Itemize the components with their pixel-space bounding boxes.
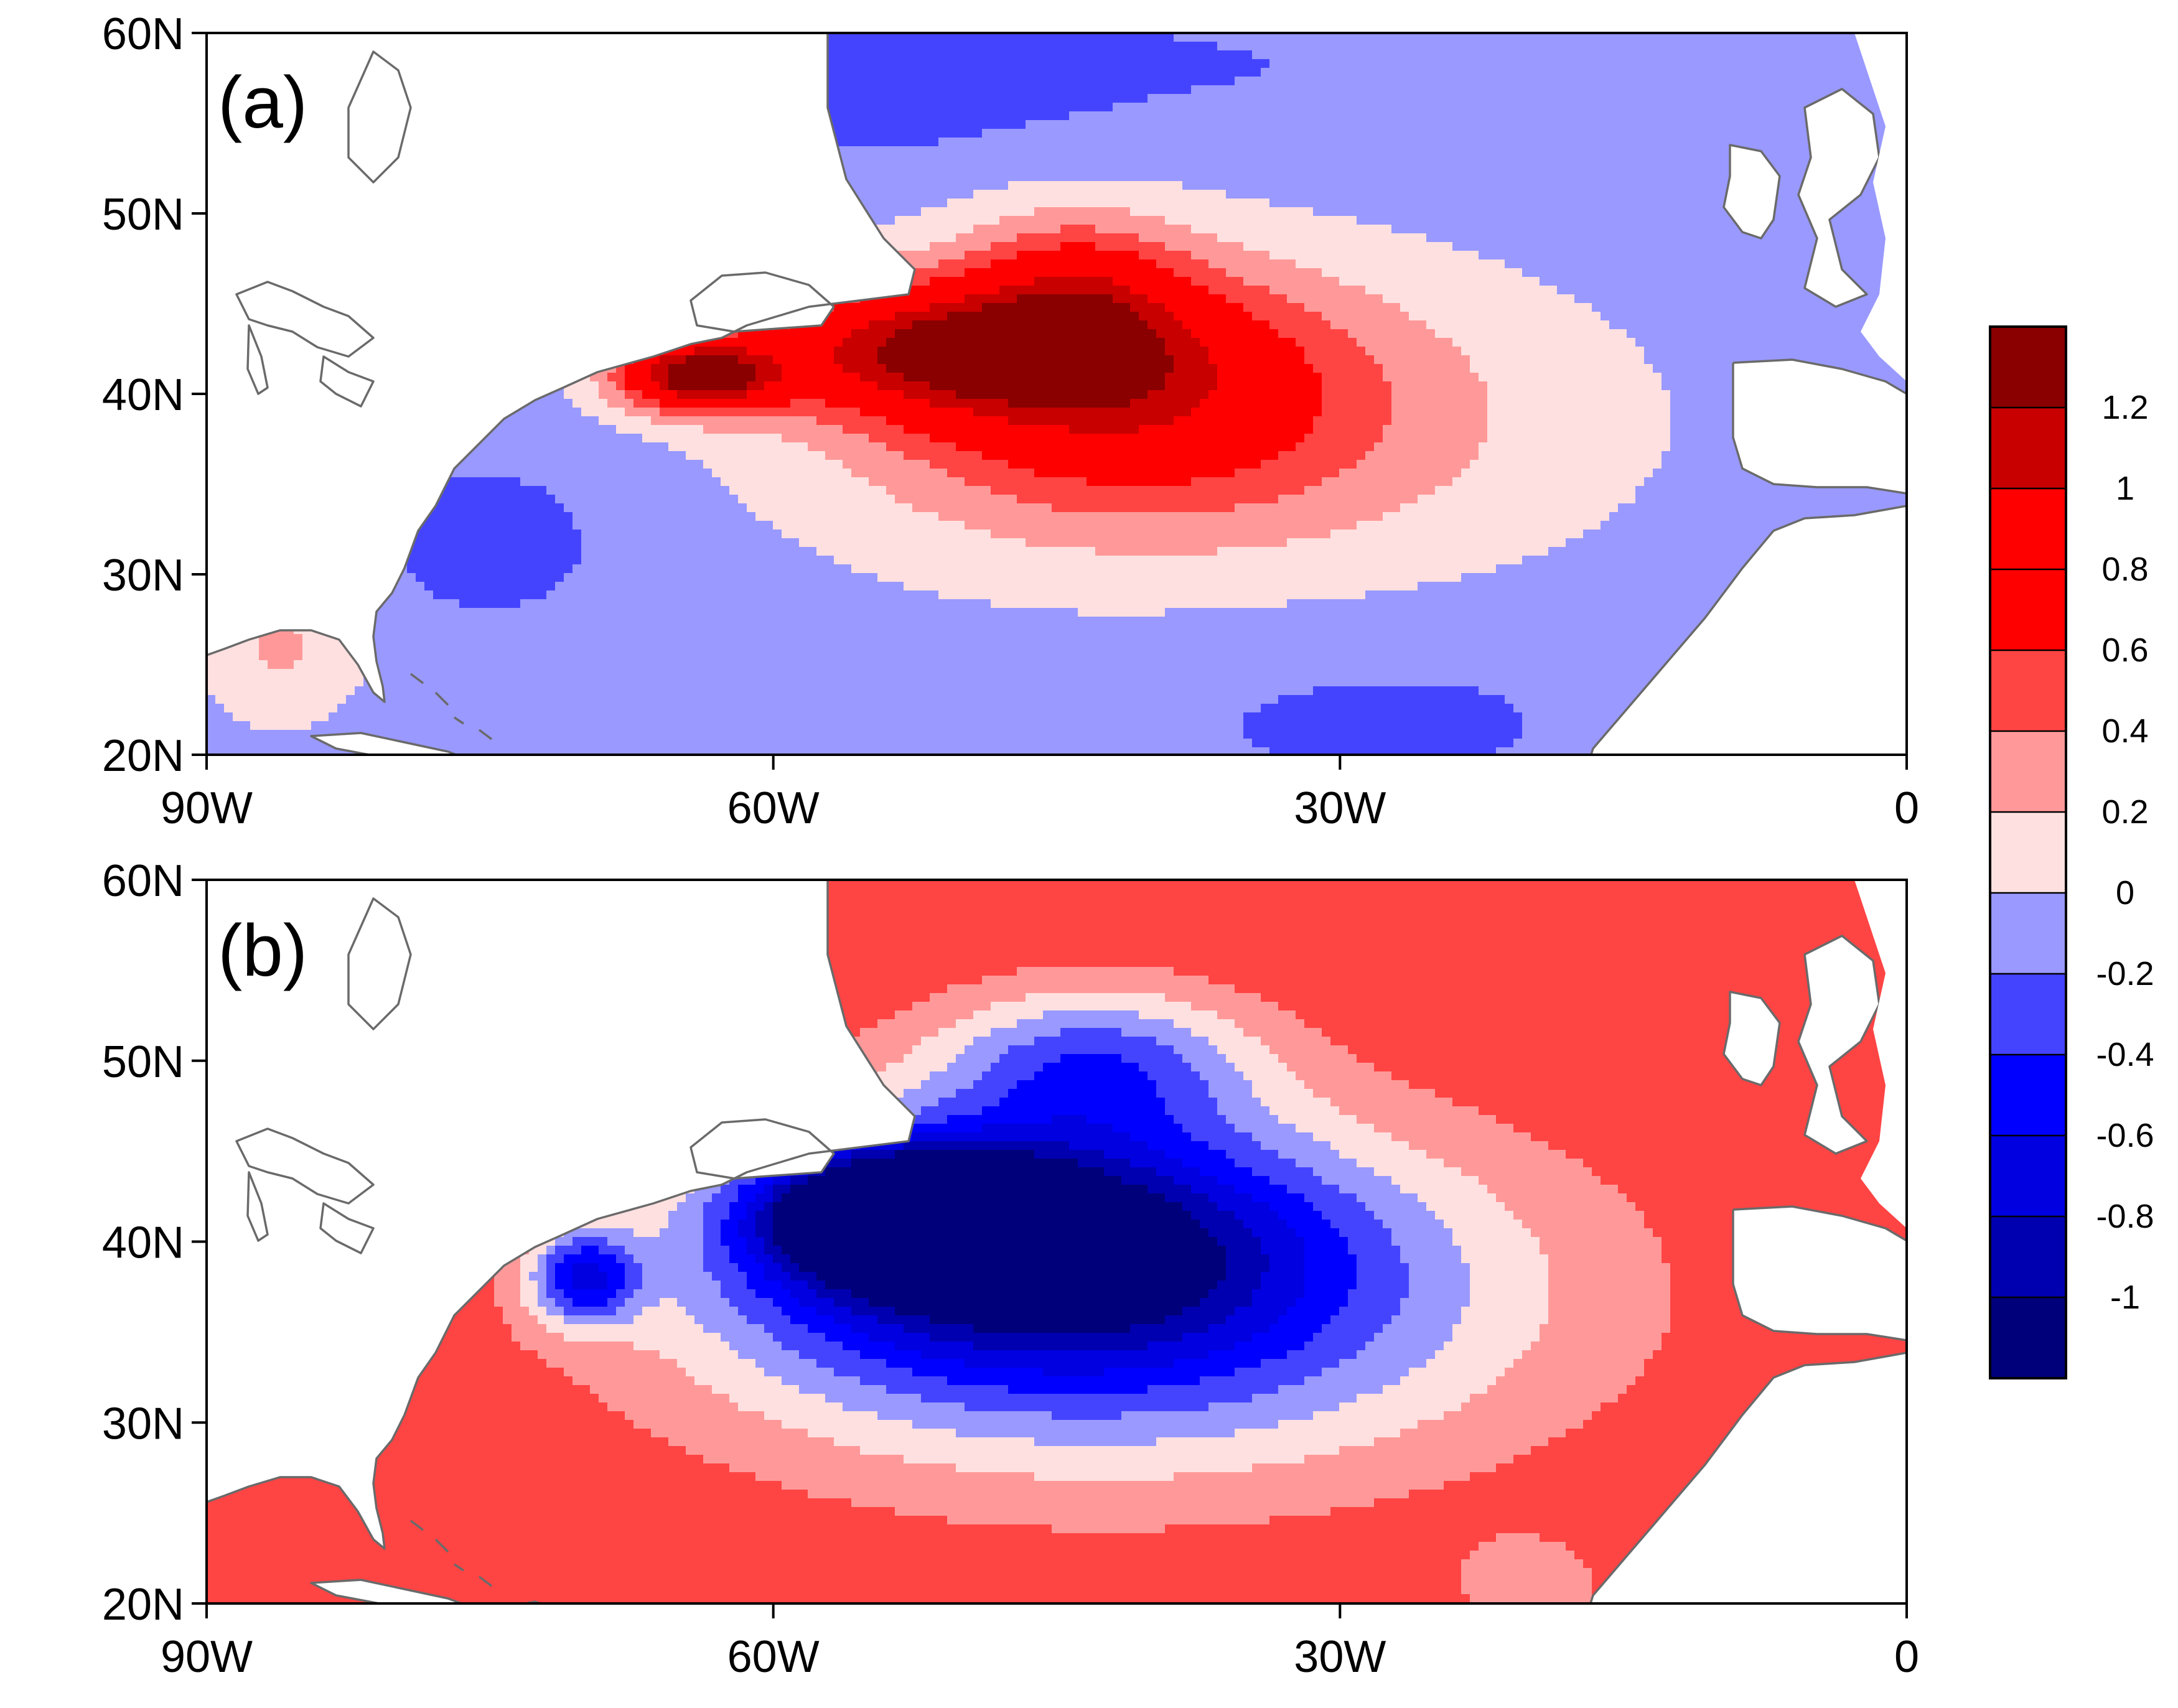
colorbar-swatch — [1990, 893, 2066, 974]
y-tick-label: 50N — [102, 1037, 184, 1087]
x-tick-label: 60W — [727, 783, 820, 833]
colorbar-frame — [1989, 325, 2067, 1379]
y-tick-label: 20N — [102, 1580, 184, 1630]
colorbar-swatch — [1990, 731, 2066, 813]
colorbar-tick-label: -0.8 — [2096, 1198, 2154, 1235]
y-tick-label: 20N — [102, 731, 184, 781]
colorbar-tick-label: 0.4 — [2101, 712, 2148, 750]
x-tick-label: 0 — [1894, 783, 1919, 833]
panel-b-axes: 90W 60W 30W 0 60N 50N 40N 30N 20N — [102, 856, 1919, 1682]
x-tick-label: 60W — [727, 1632, 820, 1682]
x-tick-label: 30W — [1294, 783, 1386, 833]
colorbar-swatch — [1990, 1055, 2066, 1136]
colorbar-tick-label: -0.2 — [2096, 955, 2154, 992]
colorbar-swatch — [1990, 488, 2066, 570]
colorbar: 1.2 1 0.8 0.6 0.4 0.2 0 -0.2 -0.4 -0.6 -0.8 -1 — [1989, 325, 2154, 1379]
y-tick-label: 40N — [102, 1218, 184, 1268]
colorbar-tick-label: -0.6 — [2096, 1117, 2154, 1154]
colorbar-swatch — [1990, 408, 2066, 489]
y-tick-label: 50N — [102, 190, 184, 240]
colorbar-swatch — [1990, 1136, 2066, 1217]
colorbar-swatch — [1990, 569, 2066, 651]
colorbar-tick-label: 0.6 — [2101, 632, 2148, 669]
colorbar-tick-label: 0 — [2116, 874, 2134, 912]
colorbar-swatch — [1990, 650, 2066, 732]
panel-a-map: (a) 90W 60W 30W 0 60N 50N 40N 30N 20N — [102, 9, 1919, 833]
colorbar-swatch — [1990, 812, 2066, 894]
y-tick-label: 30N — [102, 1399, 184, 1449]
panel-a-axes: 90W 60W 30W 0 60N 50N 40N 30N 20N — [102, 9, 1919, 833]
x-tick-label: 0 — [1894, 1632, 1919, 1682]
y-tick-label: 60N — [102, 9, 184, 59]
colorbar-tick-label: -1 — [2110, 1279, 2140, 1316]
y-tick-label: 40N — [102, 370, 184, 420]
panel-b-label: (b) — [218, 910, 307, 992]
colorbar-swatch — [1990, 327, 2066, 408]
x-tick-label: 30W — [1294, 1632, 1386, 1682]
colorbar-tick-label: 1 — [2116, 470, 2134, 507]
y-tick-label: 30N — [102, 551, 184, 600]
colorbar-tick-label: 1.2 — [2101, 389, 2148, 426]
panel-b-map: (b) 90W 60W 30W 0 60N 50N 40N 30N 20N — [102, 856, 1919, 1682]
panel-a-label: (a) — [218, 62, 307, 144]
colorbar-tick-label: 0.8 — [2101, 551, 2148, 588]
colorbar-swatch — [1990, 974, 2066, 1055]
colorbar-tick-label: 0.2 — [2101, 793, 2148, 831]
x-tick-label: 90W — [161, 1632, 253, 1682]
colorbar-swatch — [1990, 1297, 2066, 1379]
y-tick-label: 60N — [102, 856, 184, 906]
colorbar-tick-label: -0.4 — [2096, 1036, 2154, 1073]
colorbar-swatch — [1990, 1216, 2066, 1298]
x-tick-label: 90W — [161, 783, 253, 833]
